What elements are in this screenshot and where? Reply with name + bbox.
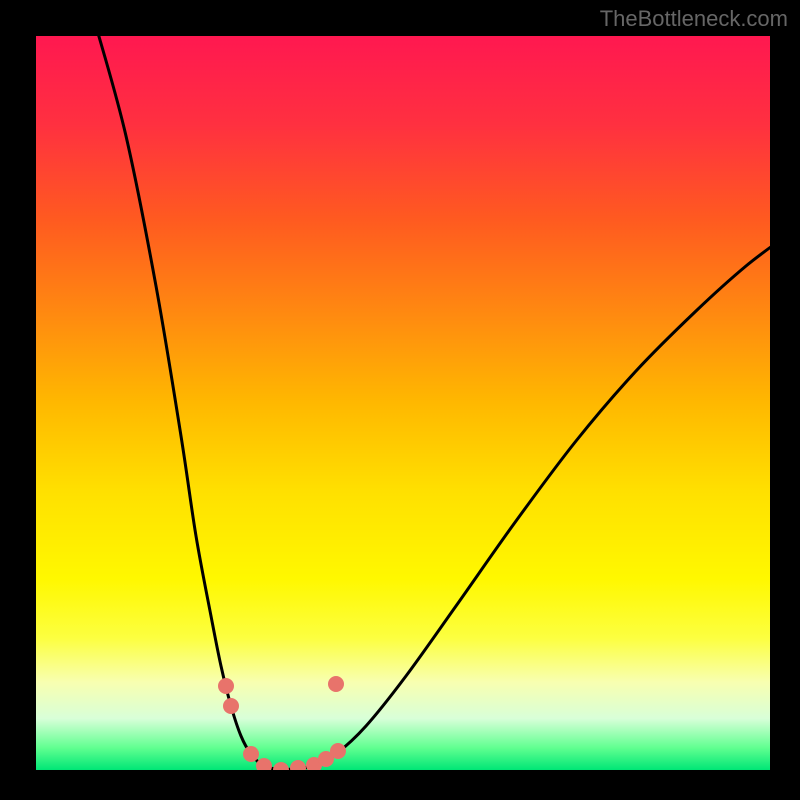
data-marker: [243, 746, 259, 762]
data-marker: [290, 760, 306, 770]
left-curve: [96, 36, 281, 770]
bottleneck-curves: [36, 36, 770, 770]
data-marker: [328, 676, 344, 692]
data-marker: [223, 698, 239, 714]
data-marker: [218, 678, 234, 694]
data-marker: [330, 743, 346, 759]
watermark-text: TheBottleneck.com: [600, 6, 788, 32]
data-marker: [256, 758, 272, 770]
right-curve: [281, 236, 770, 770]
chart-plot-area: [36, 36, 770, 770]
